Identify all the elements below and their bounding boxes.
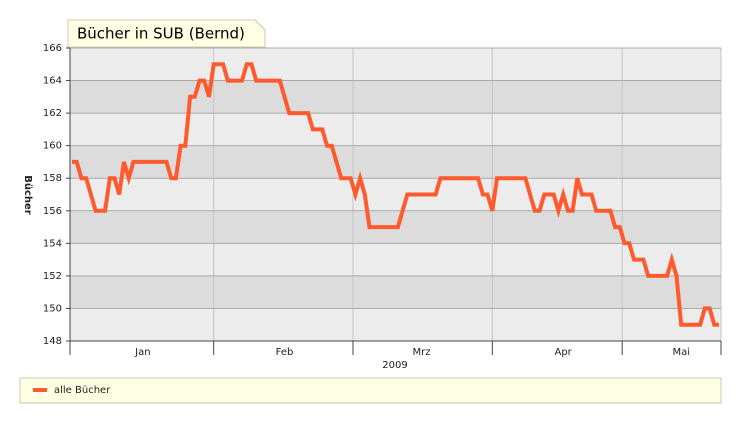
grid-band [70,275,721,309]
y-tick-label: 150 [43,303,62,314]
chart-title: Bücher in SUB (Bernd) [77,25,245,43]
y-axis-label: Bücher [22,175,33,215]
legend-box [19,377,722,404]
y-tick-label: 156 [43,206,62,217]
y-tick-label: 154 [43,238,62,249]
y-tick-label: 164 [43,76,62,87]
title-box [67,19,266,48]
x-tick-label: Apr [554,347,572,358]
grid-band [70,48,721,81]
y-tick-label: 166 [43,43,62,54]
y-tick-label: 160 [43,141,62,152]
x-tick-label: Mai [672,347,690,358]
y-tick-label: 158 [43,173,62,184]
x-tick-label: Mrz [412,347,430,358]
x-tick-label: Feb [276,347,294,358]
x-axis-label: 2009 [382,360,407,371]
grid-band [70,80,721,114]
grid-band [70,178,721,211]
grid-band [70,308,721,341]
y-tick-label: 148 [43,336,62,347]
y-tick-label: 152 [43,271,62,282]
legend-label: alle Bücher [54,385,111,396]
data-line [72,62,719,327]
grid-band [70,243,721,276]
grid-band [70,113,721,146]
x-tick-label: Jan [134,347,150,358]
y-tick-label: 162 [43,108,62,119]
